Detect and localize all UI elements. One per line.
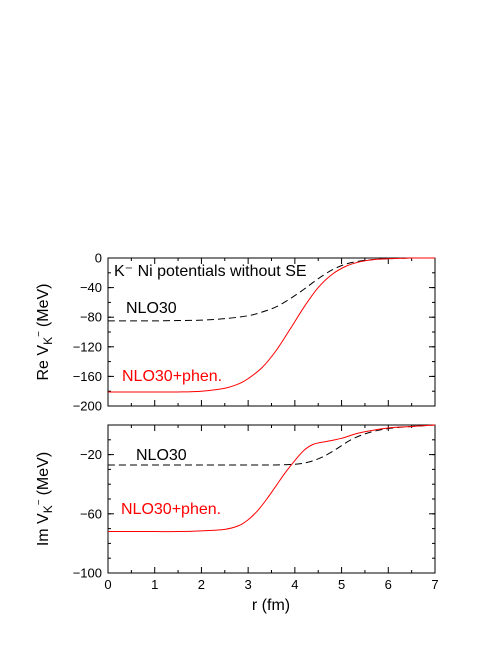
x-tick-label: 6	[385, 577, 392, 592]
im-y-axis-label: Im VK− (MeV)	[34, 452, 55, 546]
x-tick-label: 7	[431, 577, 438, 592]
x-tick-label: 5	[338, 577, 345, 592]
re-ylabel-sup: −	[34, 331, 45, 337]
re-y-tick-label: −160	[73, 369, 102, 384]
x-tick-label: 4	[291, 577, 298, 592]
im-ylabel-sup: −	[34, 499, 45, 505]
re-ylabel-unit: (MeV)	[35, 284, 52, 328]
x-axis-label: r (fm)	[252, 597, 290, 614]
im-ylabel-unit: (MeV)	[35, 452, 52, 496]
im-y-tick-label: −20	[80, 447, 102, 462]
x-tick-label: 3	[245, 577, 252, 592]
re-y-tick-label: −120	[73, 339, 102, 354]
im-curves	[108, 424, 436, 533]
re-label-phen: NLO30+phen.	[122, 368, 222, 385]
im-ylabel-main: Im V	[35, 513, 52, 546]
re-y-tick-label: −40	[80, 280, 102, 295]
re-ylabel-sub: K	[41, 337, 55, 345]
re-series-nlo30-phen-line	[108, 257, 436, 393]
re-curves	[108, 257, 436, 393]
x-tick-label: 1	[151, 577, 158, 592]
re-y-axis-label: Re VK− (MeV)	[34, 284, 55, 381]
re-y-tick-label: 0	[95, 251, 102, 266]
im-y-tick-label: −100	[73, 566, 102, 581]
re-annotation: K⁻ Ni potentials without SE	[114, 263, 307, 280]
re-y-tick-label: −80	[80, 310, 102, 325]
im-label-phen: NLO30+phen.	[121, 501, 221, 518]
re-ylabel-main: Re V	[35, 345, 52, 381]
re-y-tick-label: −200	[73, 399, 102, 414]
re-panel: 0 −40 −80 −120 −160 −200 K⁻ Ni potentials wit…	[34, 251, 436, 414]
x-tick-label: 2	[198, 577, 205, 592]
im-label-nlo30: NLO30	[136, 447, 187, 464]
im-y-tick-label: −60	[80, 506, 102, 521]
x-tick-label: 0	[104, 577, 111, 592]
re-label-nlo30: NLO30	[126, 300, 177, 317]
im-ylabel-sub: K	[41, 505, 55, 513]
im-series-nlo30-line	[108, 424, 436, 466]
im-series-nlo30-phen-line	[108, 424, 436, 533]
